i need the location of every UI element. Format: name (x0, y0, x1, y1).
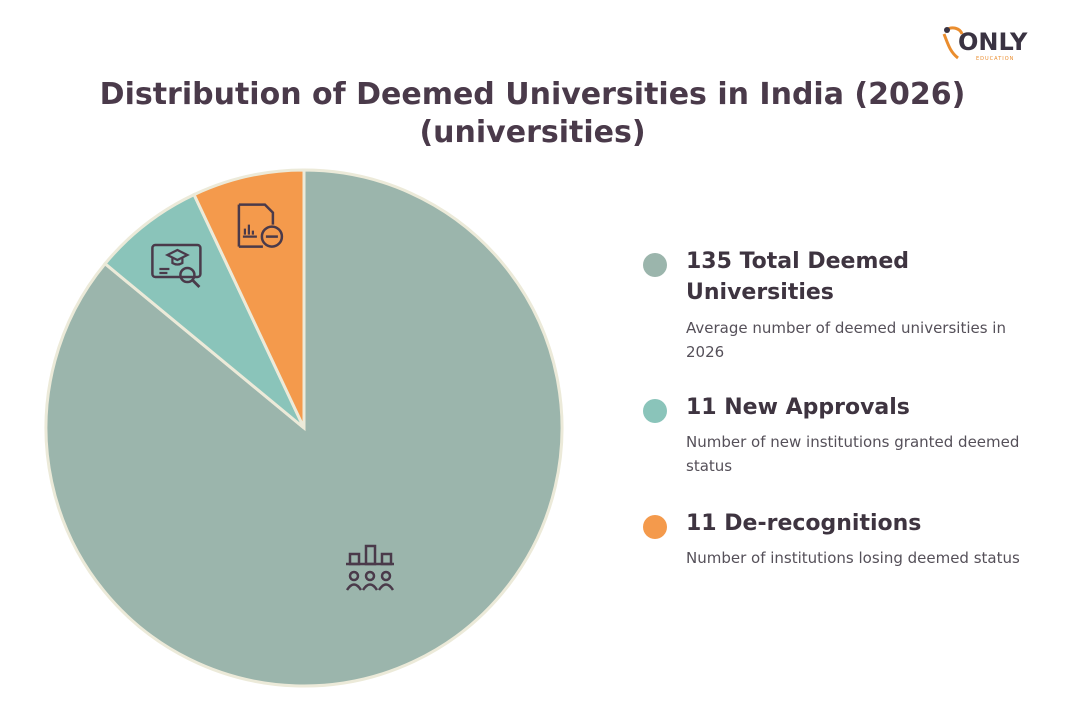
legend-label: 11 De-recognitions (686, 511, 922, 536)
chart-title-line-1: Distribution of Deemed Universities in I… (99, 77, 966, 112)
pie-slice (192, 168, 306, 429)
pie-slice (102, 192, 306, 430)
legend-swatch (643, 253, 667, 277)
presentation-audience-icon (345, 544, 395, 591)
chart-title: Distribution of Deemed Universities in I… (0, 76, 1065, 152)
legend-description: Number of institutions losing deemed sta… (686, 549, 1020, 567)
logo-wordmark: ONLY (958, 28, 1028, 56)
legend-swatch (643, 399, 667, 423)
report-remove-icon (237, 203, 284, 248)
graduation-search-icon (151, 243, 202, 288)
legend-label: 135 Total Deemed Universities (686, 249, 910, 305)
legend-swatch (643, 515, 667, 539)
brand-logo: ONLY EDUCATION (938, 24, 1038, 68)
legend-description: Average number of deemed universities in… (686, 319, 1006, 361)
chart-title-line-2: (universities) (419, 115, 646, 150)
logo-mark-icon (942, 26, 964, 60)
logo-subtext: EDUCATION (976, 56, 1015, 62)
legend-description: Number of new institutions granted deeme… (686, 433, 1020, 475)
legend-label: 11 New Approvals (686, 395, 910, 420)
